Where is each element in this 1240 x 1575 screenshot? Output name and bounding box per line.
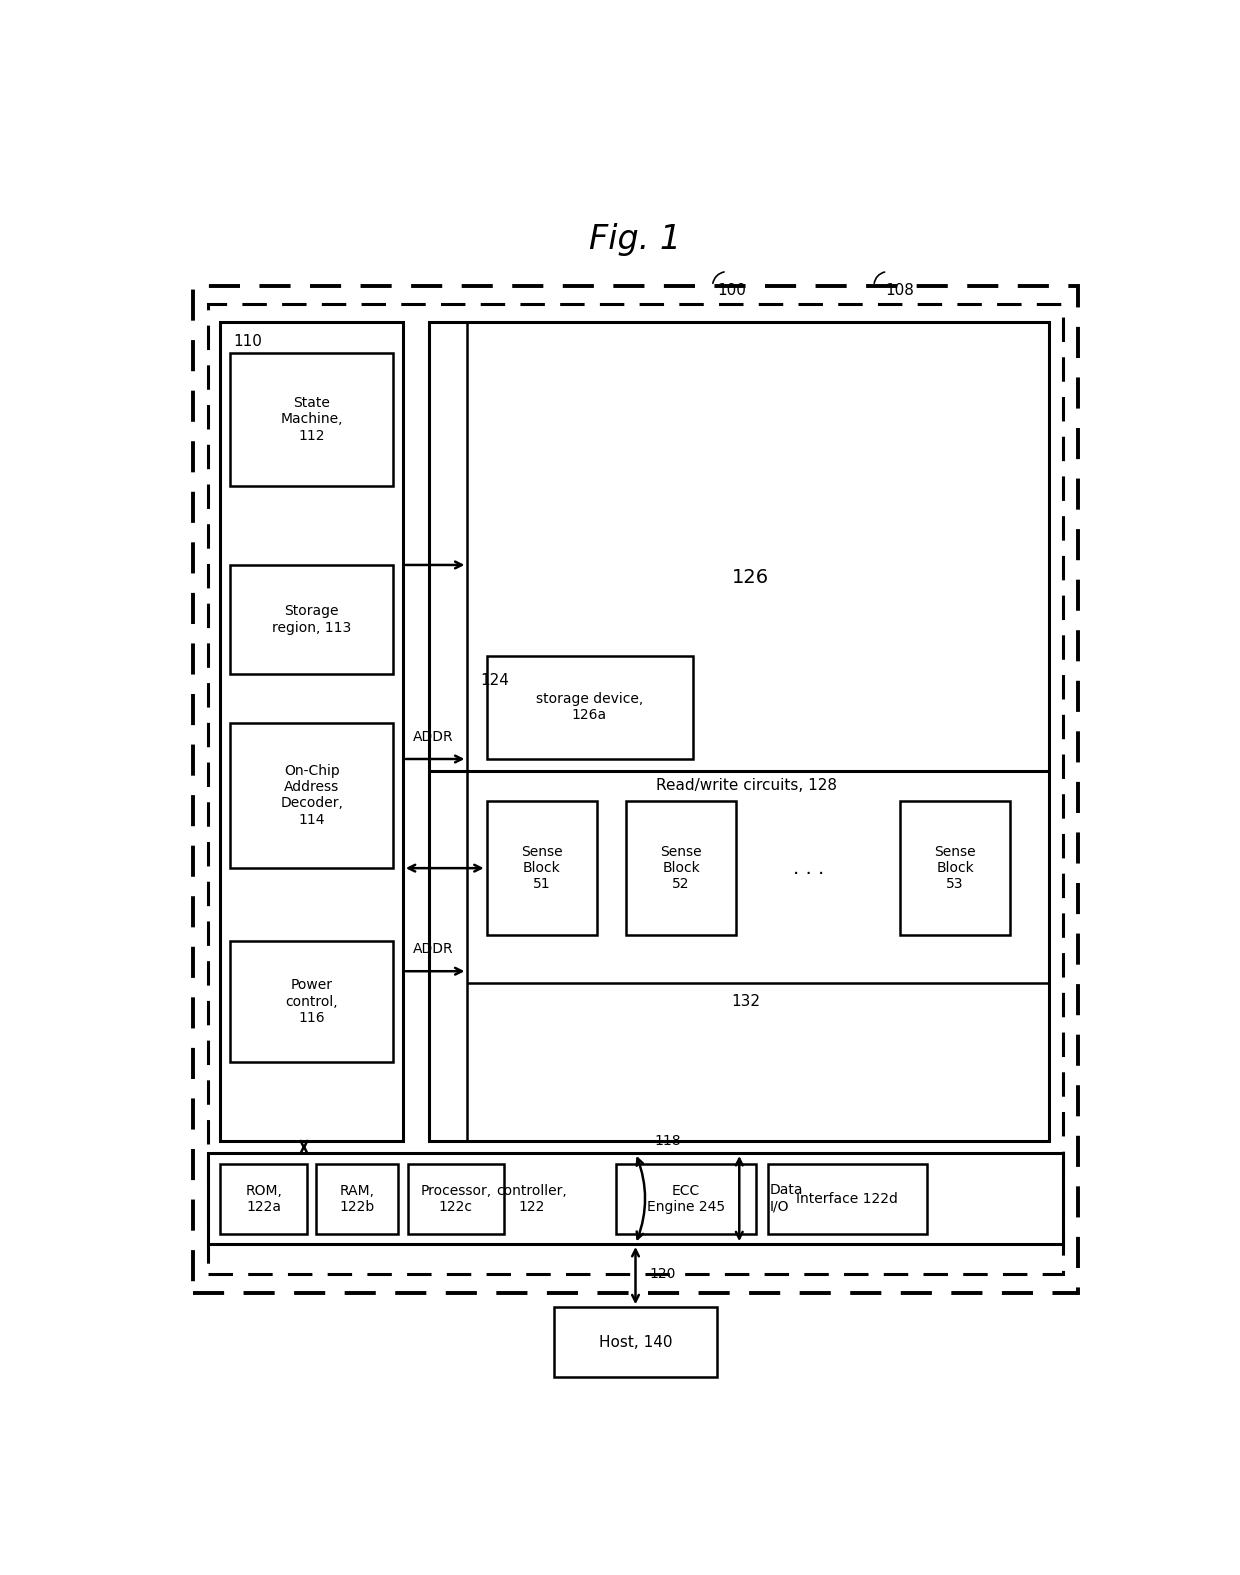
Text: Storage
region, 113: Storage region, 113	[272, 605, 351, 635]
Bar	[221, 1164, 306, 1235]
Text: controller,
122: controller, 122	[496, 1184, 567, 1214]
Bar	[208, 1153, 1063, 1244]
Text: Sense
Block
51: Sense Block 51	[521, 844, 563, 891]
Bar	[408, 1164, 503, 1235]
Text: Interface 122d: Interface 122d	[796, 1192, 898, 1206]
Text: ADDR: ADDR	[413, 942, 454, 956]
Text: 126: 126	[733, 567, 769, 586]
Text: Fig. 1: Fig. 1	[589, 224, 682, 257]
Text: State
Machine,
112: State Machine, 112	[280, 397, 343, 443]
Text: ROM,
122a: ROM, 122a	[246, 1184, 281, 1214]
Text: Data
I/O: Data I/O	[770, 1183, 804, 1213]
Text: 132: 132	[732, 994, 760, 1010]
Text: On-Chip
Address
Decoder,
114: On-Chip Address Decoder, 114	[280, 764, 343, 827]
Text: ECC
Engine 245: ECC Engine 245	[647, 1184, 725, 1214]
Text: Sense
Block
53: Sense Block 53	[934, 844, 976, 891]
Bar	[429, 323, 1049, 1140]
Bar	[229, 723, 393, 868]
Text: Processor,
122c: Processor, 122c	[420, 1184, 491, 1214]
Text: 110: 110	[234, 334, 263, 350]
Text: 100: 100	[717, 284, 746, 298]
Text: 108: 108	[885, 284, 914, 298]
Bar	[221, 323, 403, 1140]
Bar	[208, 304, 1063, 1274]
Text: Sense
Block
52: Sense Block 52	[661, 844, 702, 891]
Text: 120: 120	[650, 1268, 676, 1282]
Text: Power
control,
116: Power control, 116	[285, 978, 339, 1025]
Bar	[193, 287, 1078, 1293]
Bar	[900, 802, 1011, 936]
Bar	[229, 353, 393, 487]
Bar	[316, 1164, 398, 1235]
Text: storage device,
126a: storage device, 126a	[536, 691, 644, 721]
Bar	[486, 802, 596, 936]
Text: Host, 140: Host, 140	[599, 1336, 672, 1350]
Bar	[768, 1164, 926, 1235]
Bar	[616, 1164, 755, 1235]
Bar	[486, 655, 693, 759]
Text: Read/write circuits, 128: Read/write circuits, 128	[656, 778, 837, 794]
Text: 124: 124	[480, 673, 508, 688]
Text: 118: 118	[655, 1134, 681, 1148]
Text: ADDR: ADDR	[413, 731, 454, 743]
Text: . . .: . . .	[792, 858, 825, 877]
Bar	[229, 565, 393, 674]
Bar	[626, 802, 737, 936]
Bar	[229, 940, 393, 1062]
Bar	[554, 1307, 717, 1378]
Text: RAM,
122b: RAM, 122b	[340, 1184, 374, 1214]
